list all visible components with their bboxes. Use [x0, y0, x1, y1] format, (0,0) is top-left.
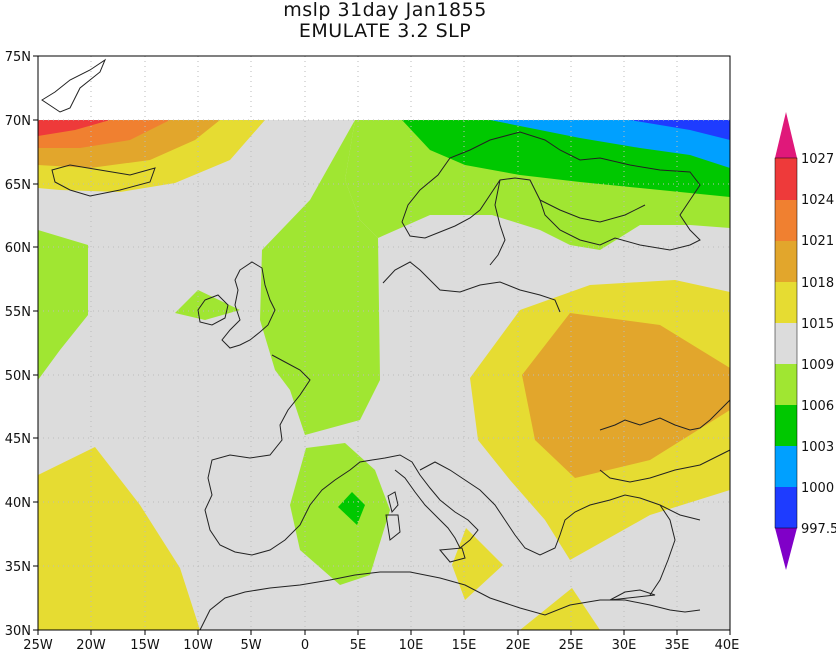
contour-997-1000-arctic: [630, 120, 730, 140]
coast-crete: [609, 589, 656, 601]
lon-label-25w: 25W: [23, 638, 53, 651]
colorbar-bin-1009-1015: [775, 323, 797, 364]
coast-sardinia: [385, 514, 401, 541]
colorbar-bin-1006-1009: [775, 364, 797, 405]
lon-label-0: 0: [301, 638, 309, 651]
coast-britain: [221, 261, 276, 349]
coast-blacksea-south: [599, 449, 731, 483]
colorbar-bin-1018-1021: [775, 241, 797, 282]
lat-label-45n: 45N: [5, 432, 31, 447]
coast-scandinavia: [401, 131, 701, 251]
lat-label-70n: 70N: [5, 114, 31, 129]
contour-1015-1018-ionian: [452, 528, 503, 600]
contour-1006-1009-med: [290, 443, 390, 585]
colorbar-top-arrow: [775, 112, 797, 158]
title-line-2: EMULATE 3.2 SLP: [298, 20, 472, 42]
colorbar-label-1021: 1021: [801, 234, 834, 249]
lat-label-30n: 30N: [5, 624, 31, 639]
lat-label-75n: 75N: [5, 50, 31, 65]
colorbar-label-1018: 1018: [801, 276, 834, 291]
lon-label-10w: 10W: [183, 638, 213, 651]
colorbar-label-1009: 1009: [801, 358, 834, 373]
colorbar-label-1003: 1003: [801, 440, 834, 455]
lon-label-10e: 10E: [399, 638, 424, 651]
lon-label-30e: 30E: [612, 638, 637, 651]
lon-label-25e: 25E: [559, 638, 584, 651]
map-title: mslp 31day Jan1855 EMULATE 3.2 SLP: [0, 0, 770, 42]
lat-label-50n: 50N: [5, 369, 31, 384]
coast-finland: [539, 199, 646, 223]
coast-blacksea-north: [599, 399, 731, 431]
lon-label-5e: 5E: [350, 638, 367, 651]
coast-balkans: [419, 461, 701, 556]
colorbar-bin-1024-1027: [775, 158, 797, 200]
lon-label-20w: 20W: [76, 638, 106, 651]
lon-label-35e: 35E: [665, 638, 690, 651]
contour-1015-1018-southwest: [38, 447, 200, 630]
colorbar-label-1027: 1027: [801, 152, 834, 167]
coast-ireland: [197, 294, 229, 326]
coast-italy: [371, 454, 479, 549]
coast-iceland: [51, 164, 156, 197]
coast-greenland: [41, 58, 107, 113]
lon-label-20e: 20E: [506, 638, 531, 651]
lat-label-40n: 40N: [5, 496, 31, 511]
lat-label-65n: 65N: [5, 178, 31, 193]
coast-baltic: [382, 261, 561, 313]
lat-label-55n: 55N: [5, 305, 31, 320]
coast-levant: [649, 504, 676, 596]
lon-label-40e: 40E: [715, 638, 740, 651]
title-line-1: mslp 31day Jan1855: [283, 0, 487, 21]
lat-label-60n: 60N: [5, 241, 31, 256]
plot-frame: [37, 55, 731, 631]
colorbar-bin-997-1000: [775, 487, 797, 528]
contour-1024-1027-northwest: [38, 120, 110, 136]
colorbar-bin-1021-1024: [775, 200, 797, 241]
coast-corsica: [387, 491, 399, 514]
axis-ticks: [33, 55, 731, 635]
contour-1018-1021-east: [522, 313, 730, 478]
contour-1006-1009-northsea: [260, 120, 380, 435]
contour-1006-1009-atlantic-west: [38, 230, 88, 380]
colorbar-label-1006: 1006: [801, 399, 834, 414]
lon-label-5w: 5W: [240, 638, 261, 651]
lon-label-15e: 15E: [452, 638, 477, 651]
colorbar-bin-1003-1006: [775, 405, 797, 446]
colorbar-label-997-5: 997.5: [801, 522, 836, 537]
longitude-labels: 25W 20W 15W 10W 5W 0 5E 10E 15E 20E 25E …: [23, 638, 739, 651]
coastlines: [41, 58, 731, 631]
latitude-labels: 75N 70N 65N 60N 55N 50N 45N 40N 35N 30N: [5, 50, 31, 639]
colorbar-bottom-arrow: [775, 528, 797, 570]
colorbar-bin-1015-1018: [775, 282, 797, 323]
colorbar-label-1015: 1015: [801, 317, 834, 332]
coast-north-africa: [199, 571, 701, 631]
coast-france-iberia: [204, 354, 373, 556]
coast-sicily: [439, 547, 466, 563]
contour-1006-1009-ireland: [175, 290, 240, 320]
colorbar: 1027 1024 1021 1018 1015 1009 1006 1003 …: [774, 112, 836, 570]
colorbar-bin-1000-1003: [775, 446, 797, 487]
colorbar-label-1024: 1024: [801, 193, 834, 208]
graticule: [38, 56, 730, 630]
lat-label-35n: 35N: [5, 560, 31, 575]
lon-label-15w: 15W: [130, 638, 160, 651]
coast-sweden-east: [489, 179, 506, 266]
colorbar-outline: [774, 157, 798, 529]
colorbar-label-1000: 1000: [801, 481, 834, 496]
contour-1000-1003-arctic: [490, 120, 730, 168]
